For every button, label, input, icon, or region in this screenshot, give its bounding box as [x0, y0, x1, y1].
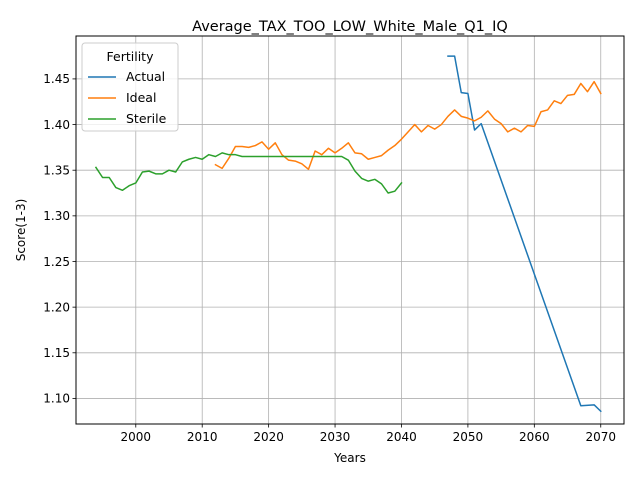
y-axis-ticks: 1.10 1.15 1.20 1.25 1.30 1.35 1.40 1.45	[43, 72, 76, 406]
y-tick-label: 1.35	[43, 164, 70, 178]
legend-label-ideal: Ideal	[126, 90, 156, 105]
y-tick-label: 1.20	[43, 300, 70, 314]
y-tick-label: 1.10	[43, 392, 70, 406]
chart-title: Average_TAX_TOO_LOW_White_Male_Q1_IQ	[192, 19, 508, 35]
x-axis-label: Years	[333, 451, 366, 465]
x-tick-label: 2020	[253, 430, 284, 444]
x-axis-ticks: 2000 2010 2020 2030 2040 2050 2060 2070	[121, 424, 616, 444]
y-axis-label: Score(1-3)	[14, 199, 28, 262]
y-tick-label: 1.25	[43, 255, 70, 269]
legend-title: Fertility	[107, 49, 155, 64]
gridlines	[76, 36, 624, 424]
x-tick-label: 2000	[121, 430, 152, 444]
x-tick-label: 2070	[585, 430, 616, 444]
plot-frame	[75, 35, 625, 425]
y-tick-label: 1.15	[43, 346, 70, 360]
legend-label-actual: Actual	[126, 69, 165, 84]
y-tick-label: 1.30	[43, 209, 70, 223]
x-tick-label: 2050	[453, 430, 484, 444]
legend: Fertility Actual Ideal Sterile	[81, 42, 179, 132]
series-line-sterile	[94, 152, 403, 194]
x-tick-label: 2030	[320, 430, 351, 444]
y-tick-label: 1.45	[43, 72, 70, 86]
legend-label-sterile: Sterile	[126, 111, 167, 126]
series-lines	[94, 55, 602, 413]
x-tick-label: 2010	[187, 430, 218, 444]
x-tick-label: 2040	[386, 430, 417, 444]
series-line-actual	[447, 55, 602, 413]
x-tick-label: 2060	[519, 430, 550, 444]
legend-box	[81, 42, 179, 132]
y-tick-label: 1.40	[43, 118, 70, 132]
series-line-ideal	[214, 80, 602, 171]
